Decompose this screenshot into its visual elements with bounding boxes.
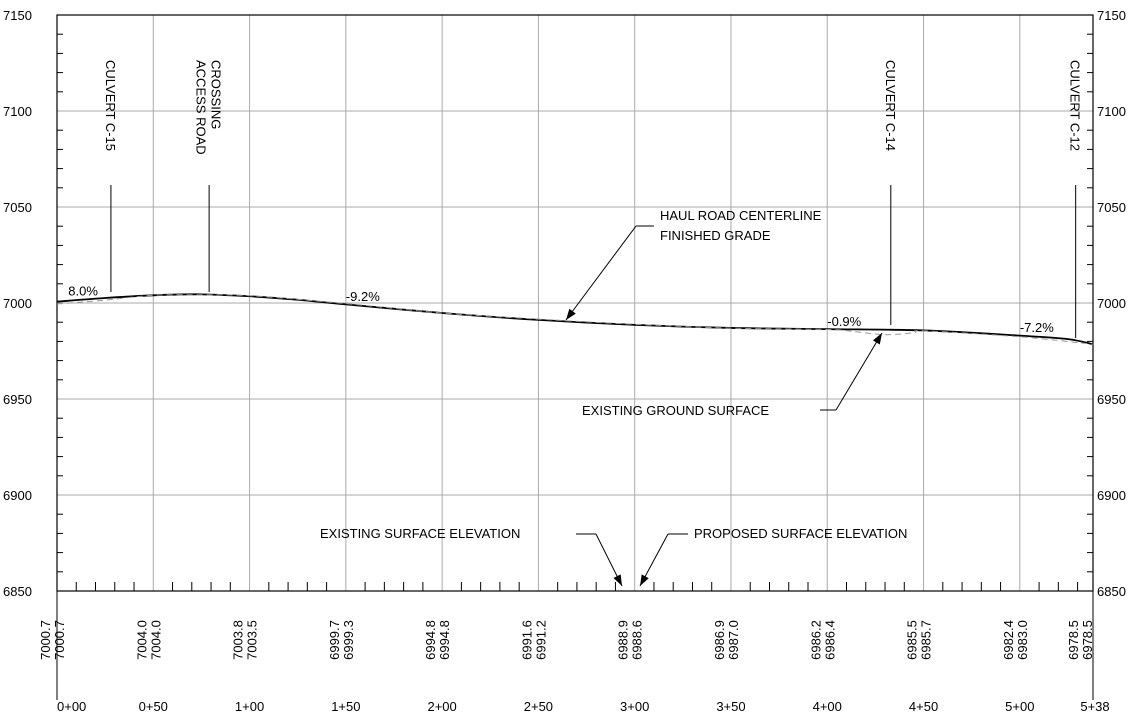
axes: 0+00 0+50 1+00 1+50 2+00 2+50 3+00 3+50 4+00 4+50… <box>3 8 1126 714</box>
y-tick-label-left: 7050 <box>3 200 32 215</box>
existing-ground-label: EXISTING GROUND SURFACE <box>582 403 769 418</box>
centerline-label: HAUL ROAD CENTERLINE <box>660 208 822 223</box>
finished-grade-line <box>56 293 1094 346</box>
grade-label: -9.2% <box>346 289 380 304</box>
existing-elevation-value: 7000.7 <box>38 620 53 660</box>
y-tick-label-left: 6900 <box>3 488 32 503</box>
proposed-elevation-value: 7004.0 <box>148 620 163 660</box>
finished-grade-label: FINISHED GRADE <box>660 228 771 243</box>
existing-ground-leader <box>835 332 883 411</box>
x-tick-label: 3+00 <box>620 699 649 714</box>
existing-ground-line <box>56 294 1094 345</box>
callout-label: CULVERT C-15 <box>103 60 118 151</box>
existing-elevation-value: 6994.8 <box>423 620 438 660</box>
existing-elevation-value: 6999.7 <box>327 620 342 660</box>
proposed-elevation-value: 6986.4 <box>822 620 837 660</box>
plot-frame <box>56 14 1094 592</box>
y-tick-label-left: 7000 <box>3 296 32 311</box>
x-tick-label: 2+50 <box>524 699 553 714</box>
callout-label: CULVERT C-14 <box>883 60 898 151</box>
existing-elevation-value: 7003.8 <box>231 620 246 660</box>
y-tick-label-right: 7150 <box>1097 8 1126 23</box>
profile-lines <box>56 293 1094 346</box>
y-tick-label-right: 7100 <box>1097 104 1126 119</box>
existing-elevation-value: 6988.9 <box>616 620 631 660</box>
y-tick-label-right: 6900 <box>1097 488 1126 503</box>
grade-label: -7.2% <box>1020 320 1054 335</box>
y-tick-label-right: 7000 <box>1097 296 1126 311</box>
proposed-elevation-value: 7003.5 <box>245 620 260 660</box>
y-tick-label-left: 7150 <box>3 8 32 23</box>
proposed-elevation-value: 6991.2 <box>533 620 548 660</box>
grid <box>57 15 1093 591</box>
arrowhead <box>872 333 882 345</box>
y-tick-label-right: 6950 <box>1097 392 1126 407</box>
proposed-elevation-value: 6994.8 <box>437 620 452 660</box>
x-tick-label: 0+50 <box>139 699 168 714</box>
annotations: 8.0% -9.2% -0.9% -7.2% CULVERT C-15 ACCESS RO… <box>68 60 1083 587</box>
arrowhead <box>566 308 576 320</box>
arrowhead <box>640 574 649 586</box>
proposed-elevation-value: 6985.7 <box>919 620 934 660</box>
x-end-label: 5+38 <box>1080 699 1109 714</box>
existing-elevation-value: 6986.9 <box>712 620 727 660</box>
existing-elevation-value: 6982.4 <box>1001 620 1016 660</box>
x-tick-label: 1+00 <box>235 699 264 714</box>
proposed-elevation-value: 6983.0 <box>1015 620 1030 660</box>
proposed-elevation-value: 6987.0 <box>726 620 741 660</box>
existing-elevation-value: 6991.6 <box>519 620 534 660</box>
existing-elevation-value: 6986.2 <box>808 620 823 660</box>
existing-elevation-value: 7004.0 <box>134 620 149 660</box>
y-tick-label-left: 6950 <box>3 392 32 407</box>
centerline-leader <box>565 225 637 321</box>
x-tick-label: 2+00 <box>427 699 456 714</box>
y-tick-label-right: 6850 <box>1097 584 1126 599</box>
proposed-elevation-value: 6999.3 <box>341 620 356 660</box>
grade-label: -0.9% <box>827 314 861 329</box>
proposed-elevation-value: 7000.7 <box>52 620 67 660</box>
callout-label: CROSSING <box>209 60 224 129</box>
proposed-elevation-value: 6978.5 <box>1080 620 1095 660</box>
proposed-elevation-label: PROPOSED SURFACE ELEVATION <box>694 526 907 541</box>
existing-elevation-value: 6985.5 <box>905 620 920 660</box>
x-tick-label: 3+50 <box>716 699 745 714</box>
y-tick-label-right: 7050 <box>1097 200 1126 215</box>
x-tick-label: 1+50 <box>331 699 360 714</box>
x-tick-label: 4+00 <box>813 699 842 714</box>
x-tick-label: 4+50 <box>909 699 938 714</box>
x-tick-label: 0+00 <box>57 699 86 714</box>
callout-label: CULVERT C-12 <box>1068 60 1083 151</box>
y-tick-label-left: 7100 <box>3 104 32 119</box>
elevation-table: 7000.7 7000.7 7004.0 7004.0 7003.8 7003.5 6999… <box>38 620 1095 660</box>
x-tick-label: 5+00 <box>1005 699 1034 714</box>
y-tick-label-left: 6850 <box>3 584 32 599</box>
callout-label: ACCESS ROAD <box>194 60 209 155</box>
proposed-elevation-value: 6988.6 <box>630 620 645 660</box>
existing-elevation-value: 6978.5 <box>1066 620 1081 660</box>
grade-label: 8.0% <box>68 283 98 298</box>
arrowhead <box>613 574 622 586</box>
existing-elevation-label: EXISTING SURFACE ELEVATION <box>320 526 520 541</box>
